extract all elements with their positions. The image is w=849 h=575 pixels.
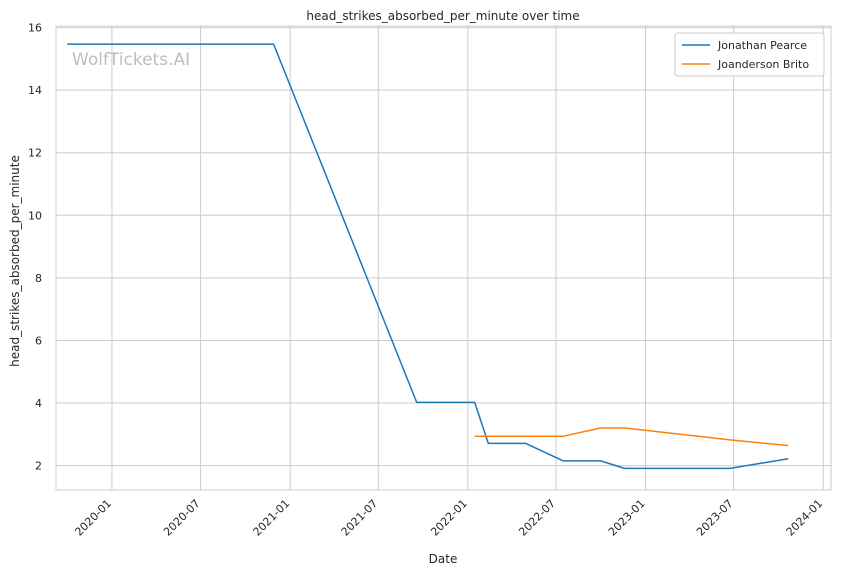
y-tick-label: 8 [35, 272, 42, 285]
legend-label: Jonathan Pearce [717, 39, 807, 52]
chart-title: head_strikes_absorbed_per_minute over ti… [306, 9, 579, 23]
watermark: WolfTickets.AI [72, 50, 190, 70]
x-tick-label: 2021-01 [251, 497, 293, 539]
y-tick-label: 2 [35, 460, 42, 473]
y-tick-label: 6 [35, 334, 42, 347]
y-tick-label: 16 [28, 22, 42, 35]
x-tick-label: 2020-07 [161, 497, 203, 539]
y-tick-label: 12 [28, 147, 42, 160]
y-tick-label: 14 [28, 84, 42, 97]
grid [56, 26, 831, 490]
x-tick-label: 2023-01 [606, 497, 648, 539]
x-axis-label: Date [429, 552, 458, 566]
x-tick-label: 2022-01 [428, 497, 470, 539]
legend: Jonathan Pearce Joanderson Brito [674, 32, 825, 77]
x-tick-label: 2023-07 [694, 497, 736, 539]
y-axis-ticks: 2 4 6 8 10 12 14 16 [28, 22, 42, 473]
y-tick-label: 4 [35, 397, 42, 410]
plot-area [55, 25, 832, 491]
x-tick-label: 2022-07 [516, 497, 558, 539]
legend-box [674, 32, 825, 77]
series [67, 43, 789, 470]
y-axis-label: head_strikes_absorbed_per_minute [8, 155, 22, 367]
series-line-jonathan-pearce [67, 43, 789, 470]
x-axis-ticks: 2020-01 2020-07 2021-01 2021-07 2022-01 2022-… [72, 497, 825, 539]
x-tick-label: 2024-01 [784, 497, 826, 539]
series-line-joanderson-brito [474, 427, 789, 447]
legend-label: Joanderson Brito [717, 58, 809, 71]
x-tick-label: 2020-01 [72, 497, 114, 539]
y-tick-label: 10 [28, 209, 42, 222]
x-tick-label: 2021-07 [339, 497, 381, 539]
